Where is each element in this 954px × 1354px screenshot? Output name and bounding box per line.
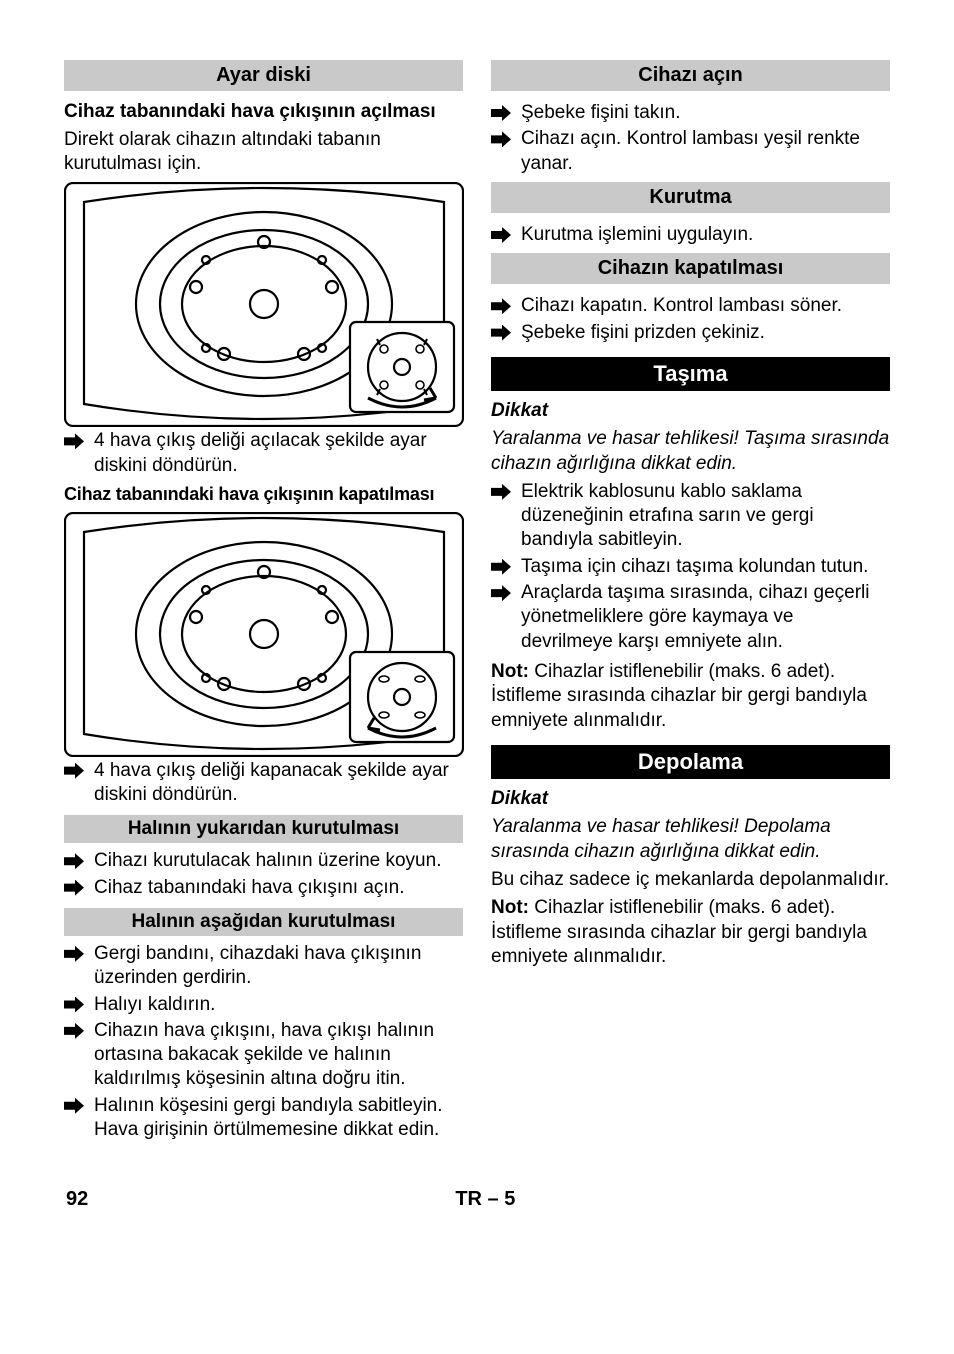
paragraph-open-desc: Direkt olarak cihazın altındaki tabanın … <box>64 128 463 177</box>
heading-storage: Depolama <box>491 745 890 779</box>
heading-ayar-diski: Ayar diski <box>64 60 463 91</box>
list-item: Araçlarda taşıma sırasında, cihazı geçer… <box>491 581 890 654</box>
heading-turn-off: Cihazın kapatılması <box>491 253 890 284</box>
heading-transport: Taşıma <box>491 357 890 391</box>
caption-fig1: 4 hava çıkış deliği açılacak şekilde aya… <box>64 429 463 478</box>
page-footer: 92 TR – 5 . <box>64 1188 890 1211</box>
heading-drying: Kurutma <box>491 182 890 213</box>
heading-dry-bottom: Halının aşağıdan kurutulması <box>64 908 463 936</box>
subhead-close-exhaust: Cihaz tabanındaki hava çıkışının kapatıl… <box>64 484 463 506</box>
list-item: Elektrik kablosunu kablo saklama düzeneğ… <box>491 480 890 553</box>
list-item: Cihazı açın. Kontrol lambası yeşil renkt… <box>491 127 890 176</box>
list-dry-bottom: Gergi bandını, cihazdaki hava çıkışının … <box>64 942 463 1143</box>
caption-fig2: 4 hava çıkış deliği kapanacak şekilde ay… <box>64 759 463 808</box>
caution-text-1: Yaralanma ve hasar tehlikesi! Taşıma sır… <box>491 427 890 476</box>
list-item: Taşıma için cihazı taşıma kolundan tutun… <box>491 555 890 579</box>
list-transport: Elektrik kablosunu kablo saklama düzeneğ… <box>491 480 890 654</box>
figure-disk-open <box>64 182 463 427</box>
list-item: Halının köşesini gergi bandıyla sabitley… <box>64 1094 463 1143</box>
page-code: TR – 5 <box>455 1188 515 1211</box>
list-dry-top: Cihazı kurutulacak halının üzerine koyun… <box>64 849 463 900</box>
list-item: Cihazın hava çıkışını, hava çıkışı halın… <box>64 1019 463 1092</box>
list-turn-on: Şebeke fişini takın. Cihazı açın. Kontro… <box>491 101 890 176</box>
right-column: Cihazı açın Şebeke fişini takın. Cihazı … <box>491 60 890 1148</box>
storage-text: Bu cihaz sadece iç mekanlarda depolanmal… <box>491 868 890 892</box>
list-item: Cihaz tabanındaki hava çıkışını açın. <box>64 876 463 900</box>
caution-label-2: Dikkat <box>491 787 890 811</box>
subhead-open-exhaust: Cihaz tabanındaki hava çıkışının açılmas… <box>64 101 463 124</box>
heading-dry-top: Halının yukarıdan kurutulması <box>64 815 463 843</box>
list-item: Şebeke fişini prizden çekiniz. <box>491 321 890 345</box>
note-storage: Not: Cihazlar istiflenebilir (maks. 6 ad… <box>491 896 890 969</box>
list-item: Gergi bandını, cihazdaki hava çıkışının … <box>64 942 463 991</box>
page-number: 92 <box>66 1188 88 1211</box>
figure-disk-close <box>64 512 463 757</box>
list-turn-off: Cihazı kapatın. Kontrol lambası söner. Ş… <box>491 294 890 345</box>
caution-label-1: Dikkat <box>491 399 890 423</box>
list-drying: Kurutma işlemini uygulayın. <box>491 223 890 247</box>
list-item: Kurutma işlemini uygulayın. <box>491 223 890 247</box>
note-transport: Not: Cihazlar istiflenebilir (maks. 6 ad… <box>491 660 890 733</box>
caution-text-2: Yaralanma ve hasar tehlikesi! Depolama s… <box>491 815 890 864</box>
left-column: Ayar diski Cihaz tabanındaki hava çıkışı… <box>64 60 463 1148</box>
heading-turn-on: Cihazı açın <box>491 60 890 91</box>
list-item: Cihazı kurutulacak halının üzerine koyun… <box>64 849 463 873</box>
list-item: Şebeke fişini takın. <box>491 101 890 125</box>
list-item: Cihazı kapatın. Kontrol lambası söner. <box>491 294 890 318</box>
list-item: Halıyı kaldırın. <box>64 993 463 1017</box>
